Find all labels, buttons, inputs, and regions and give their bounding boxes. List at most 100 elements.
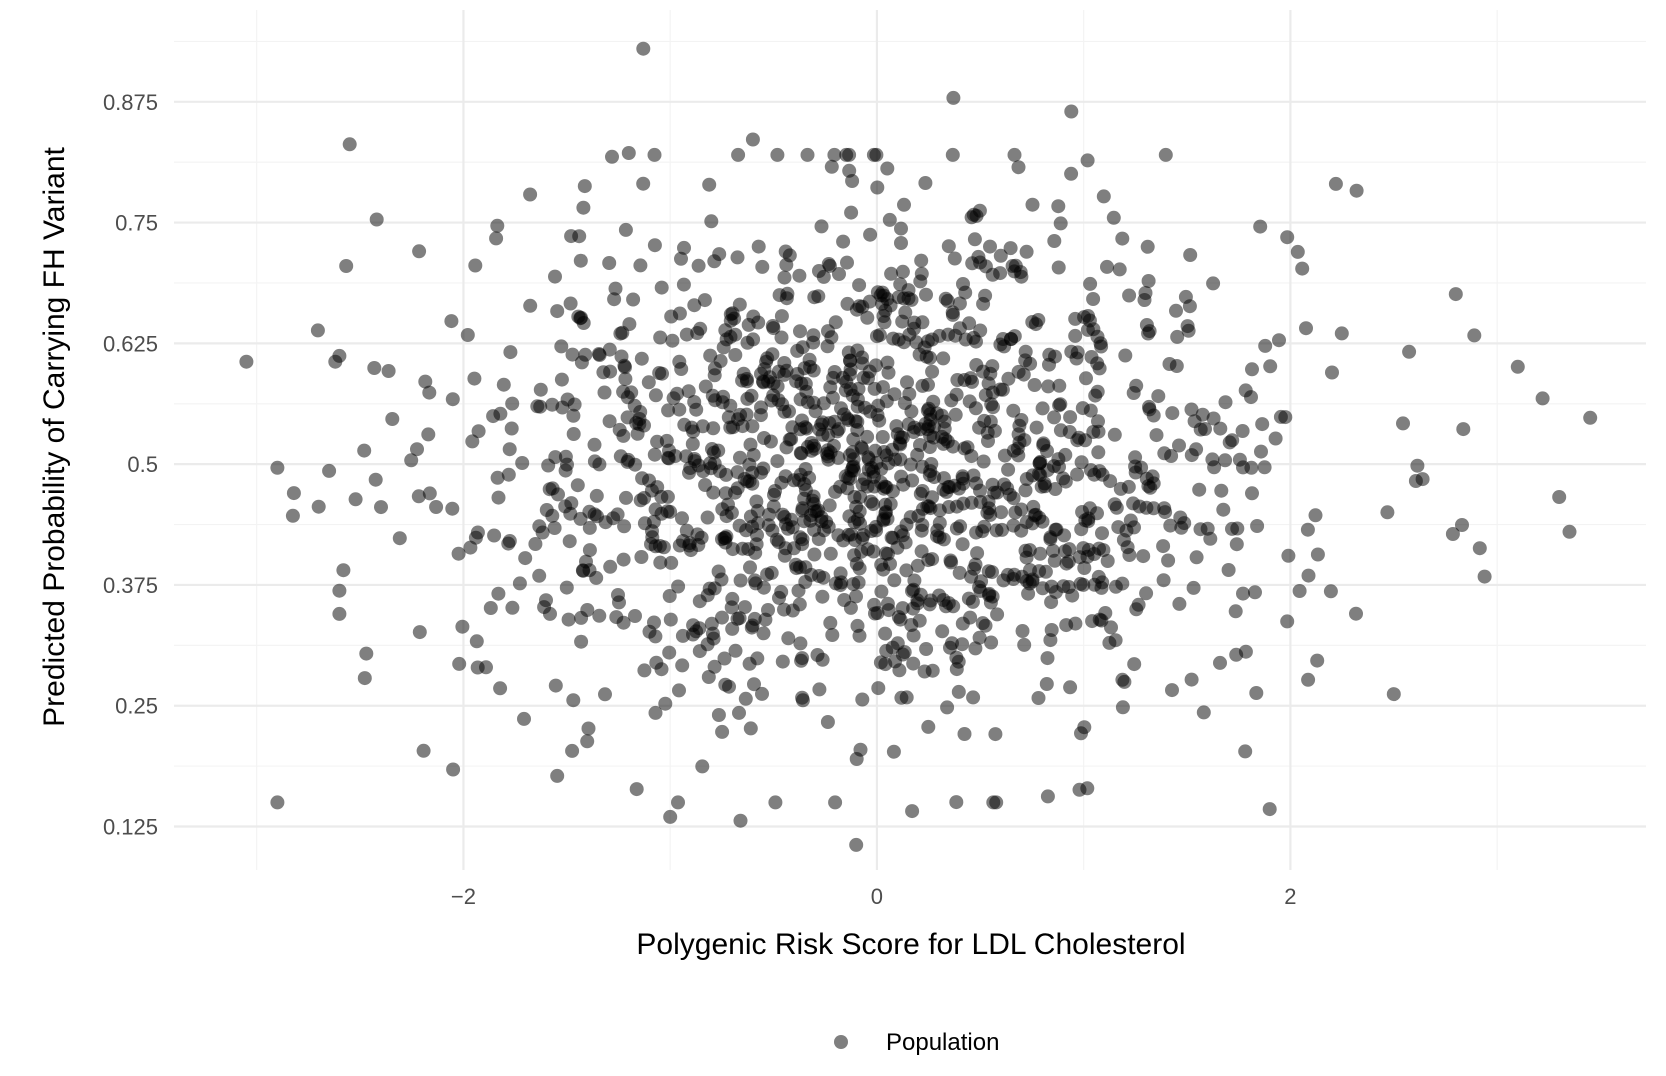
data-point [902, 387, 917, 401]
x-axis-title: Polygenic Risk Score for LDL Cholesterol [636, 928, 1185, 961]
data-point [1280, 614, 1295, 629]
data-point [886, 530, 900, 545]
data-point [539, 593, 553, 608]
data-point [446, 762, 461, 777]
data-point [1100, 554, 1115, 568]
data-point [746, 448, 761, 462]
data-point [468, 530, 483, 545]
data-point [322, 463, 337, 478]
data-point [533, 382, 548, 397]
data-point [421, 427, 436, 442]
data-point [732, 518, 747, 533]
data-point [995, 522, 1009, 537]
data-point [1165, 683, 1179, 698]
data-point [719, 529, 734, 544]
data-point [664, 555, 679, 570]
data-point [1016, 367, 1031, 382]
data-point [668, 449, 683, 464]
data-point [1174, 520, 1189, 535]
data-point [570, 478, 585, 493]
data-point [1091, 445, 1106, 460]
data-point [1268, 431, 1283, 446]
data-point [1077, 561, 1092, 575]
data-point [550, 304, 565, 319]
data-point [778, 469, 793, 484]
data-point [357, 671, 372, 686]
data-point [840, 255, 854, 270]
data-point [922, 468, 937, 482]
data-point [1087, 577, 1102, 592]
data-point [1238, 383, 1253, 398]
data-point [666, 391, 681, 406]
data-point [904, 618, 919, 632]
data-point [1080, 153, 1095, 168]
data-point [1562, 524, 1577, 539]
data-point [706, 485, 721, 500]
data-point [951, 684, 966, 699]
data-point [867, 597, 882, 612]
data-point [1018, 483, 1033, 498]
data-point [490, 470, 505, 485]
data-point [849, 589, 863, 604]
data-point [311, 499, 326, 514]
data-point [532, 519, 547, 534]
data-point [748, 545, 763, 560]
data-point [1027, 508, 1042, 523]
data-point [1552, 490, 1567, 504]
data-point [1127, 657, 1142, 672]
data-point [828, 795, 843, 810]
data-point [758, 612, 773, 627]
data-point [1189, 550, 1204, 565]
data-point [986, 795, 1001, 810]
data-point [451, 546, 466, 561]
data-point [490, 218, 505, 233]
data-point [983, 239, 997, 254]
data-point [565, 347, 580, 362]
data-point [914, 523, 929, 538]
data-point [940, 700, 955, 715]
data-point [970, 546, 985, 561]
data-point [1214, 483, 1229, 498]
data-point [1023, 356, 1038, 371]
data-point [755, 686, 769, 701]
data-point [891, 332, 906, 347]
data-point [336, 563, 351, 578]
data-point [869, 147, 884, 162]
data-point [849, 499, 864, 514]
data-point [504, 421, 519, 436]
data-point [445, 392, 460, 407]
data-point [1257, 460, 1272, 475]
data-point [1048, 482, 1063, 496]
data-point [780, 286, 795, 301]
data-point [969, 358, 984, 372]
data-point [841, 527, 856, 542]
data-point [677, 240, 691, 255]
data-point [662, 589, 677, 603]
data-point [1019, 244, 1034, 259]
data-point [948, 407, 963, 422]
data-point [707, 254, 722, 269]
data-point [1051, 199, 1066, 214]
data-point [945, 147, 960, 162]
data-point [1290, 244, 1305, 259]
data-point [647, 147, 662, 162]
data-point [834, 401, 848, 416]
data-point [747, 677, 761, 692]
data-point [782, 248, 797, 263]
data-point [1184, 448, 1199, 463]
data-point [580, 603, 595, 617]
data-point [896, 477, 911, 492]
data-point [968, 401, 983, 416]
data-point [945, 307, 960, 322]
data-point [1245, 362, 1259, 377]
data-point [612, 422, 627, 437]
data-point [1207, 460, 1222, 475]
data-point [554, 372, 569, 387]
data-point [1349, 606, 1363, 621]
data-point [564, 496, 579, 511]
data-point [812, 569, 826, 583]
data-point [851, 575, 866, 590]
data-point [812, 422, 827, 437]
data-point [774, 330, 789, 345]
